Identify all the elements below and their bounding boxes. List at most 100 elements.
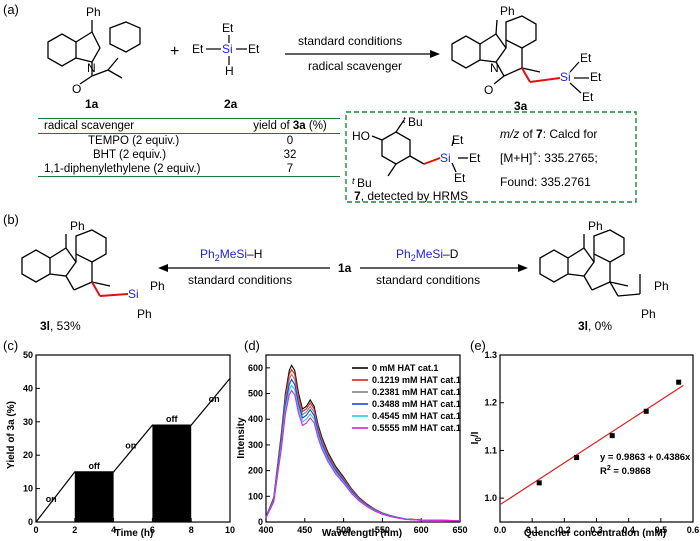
- chart-d-marks: [265, 364, 461, 522]
- chart-c-off-bar: [152, 425, 192, 522]
- panel-a: (a) Ph N O 1a + Et Et Si Et H 2a standar…: [0, 0, 700, 210]
- header-left: radical scavenger: [38, 118, 240, 134]
- panel-a-label: (a): [3, 2, 19, 17]
- chart-c-marks: off off on on on: [35, 377, 231, 523]
- chart-d-label: (d): [244, 338, 260, 353]
- chart-e-frame: [499, 354, 694, 523]
- compound-2a-et-top: Et: [222, 21, 234, 35]
- chart-e-marks: [499, 379, 684, 506]
- compound-7-et-1: Et: [452, 133, 464, 147]
- compound-1a-o: O: [72, 82, 81, 96]
- chart-e-x-tick-label: 0.5: [655, 525, 668, 535]
- right-arrow-head: [518, 264, 528, 272]
- compound-3a-et-1: Et: [580, 51, 592, 65]
- compound-1a-label: 1a: [85, 97, 99, 111]
- hrms-box: [345, 111, 637, 203]
- right-product-ph-1: Ph: [654, 279, 669, 293]
- panel-b-label: (b): [3, 212, 19, 227]
- compound-7-red-bond: [423, 157, 441, 165]
- chart-c-ylabel: Yield of 3a (%): [6, 401, 17, 469]
- chart-e-fit-line: [499, 384, 684, 506]
- chart-e-axes: 0.0 0.1 0.2 0.3 0.4 0.5 0.6 1.0 1.1 1.2 1.3: [484, 350, 699, 535]
- chart-e-x-tick-label: 0.3: [590, 525, 603, 535]
- chart-c-off-label: off: [88, 461, 100, 471]
- right-product-caption: 3l, 0%: [578, 319, 612, 333]
- chart-d-legend-label: 0.3488 mM HAT cat.1: [372, 399, 461, 409]
- plus-sign: +: [170, 43, 179, 60]
- compound-2a-et-right: Et: [248, 42, 260, 56]
- chart-e-point: [536, 480, 542, 486]
- right-product-ph: Ph: [588, 219, 603, 233]
- chart-d-y-tick-label: 500: [248, 389, 263, 399]
- chart-d-xlabel: Wavelength (nm): [322, 528, 402, 539]
- arrow-bottom-text: radical scavenger: [308, 59, 402, 73]
- chart-d-x-tick-label: 550: [375, 525, 390, 535]
- left-product-ph-1: Ph: [150, 279, 165, 293]
- compound-3a-ph: Ph: [500, 4, 515, 18]
- chart-c-x-tick-label: 0: [33, 525, 38, 535]
- compound-7-t-top: t: [403, 115, 406, 125]
- chart-d-legend: 0 mM HAT cat.1 0.1219 mM HAT cat.1 0.2381 …: [352, 363, 461, 433]
- compound-3a-et-3: Et: [582, 90, 594, 104]
- mh-line: [M+H]+: 335.2765;: [500, 149, 598, 165]
- chart-c-x-tick-label: 8: [189, 525, 194, 535]
- table-row: TEMPO (2 equiv.) 0: [88, 135, 294, 147]
- compound-3a-et-2: Et: [590, 70, 602, 84]
- chart-d-y-tick-label: 400: [248, 414, 263, 424]
- chart-e-r2: R2 = 0.9868: [600, 465, 651, 477]
- scavenger-table: radical scavenger yield of 3a (%) TEMPO …: [38, 118, 340, 177]
- compound-7-et-3: Et: [454, 171, 466, 185]
- chart-e-equation: y = 0.9863 + 0.4386x: [600, 452, 691, 463]
- panel-b: (b) Ph Si Ph Ph 3l, 53% Ph2MeSi–H standa…: [0, 210, 700, 335]
- chart-c-on-label: on: [46, 494, 57, 504]
- chart-e-point: [609, 433, 615, 439]
- chart-c-label: (c): [3, 338, 18, 353]
- chart-d-legend-label: 0.5555 mM HAT cat.1: [372, 423, 461, 433]
- chart-d-x-tick-label: 450: [297, 525, 312, 535]
- chart-d-legend-label: 0.4545 mM HAT cat.1: [372, 411, 461, 421]
- chart-d-y-tick-label: 300: [248, 440, 263, 450]
- compound-1a-structure: [47, 20, 141, 85]
- chart-c-on-label: on: [125, 441, 136, 451]
- compound-1a-n: N: [87, 61, 96, 75]
- compound-7-bu-top: Bu: [408, 115, 423, 129]
- left-product-red-bond-2: [99, 293, 129, 297]
- compound-3a-red-bond-2: [529, 77, 561, 83]
- compound-7-ho: HO: [352, 129, 370, 143]
- chart-d-axes: 400 450 500 550 600 650 0 100 200 300 400 500 600: [248, 354, 468, 535]
- chart-c-on-label: on: [209, 394, 220, 404]
- chart-d-series-line: [265, 368, 461, 522]
- chart-d-series-line: [265, 389, 461, 522]
- chart-c-y-tick-label: 40: [23, 383, 33, 393]
- chart-e-ylabel: I0/I: [470, 431, 483, 444]
- left-product-structure: [21, 229, 111, 291]
- table-header: radical scavenger yield of 3a (%): [38, 118, 340, 134]
- compound-3a-structure: [451, 15, 541, 85]
- chart-c-y-tick-label: 10: [23, 484, 33, 494]
- chart-d-x-tick-label: 400: [258, 525, 273, 535]
- compound-3a-n: N: [490, 61, 499, 75]
- chart-c-y-tick-label: 30: [23, 417, 33, 427]
- chart-d-y-tick-label: 0: [258, 517, 263, 527]
- compound-2a-label: 2a: [224, 97, 238, 111]
- chart-e-x-tick-label: 0.6: [687, 525, 700, 535]
- chart-d-x-tick-label: 500: [336, 525, 351, 535]
- compound-2a-h: H: [225, 64, 234, 78]
- chart-e-x-tick-label: 0.4: [622, 525, 635, 535]
- compound-7-bu-bottom: Bu: [357, 176, 372, 190]
- panel-a-scheme: (a) Ph N O 1a + Et Et Si Et H 2a standar…: [3, 2, 637, 203]
- compound-3a-o: O: [484, 83, 493, 97]
- table-row: BHT (2 equiv.) 32: [93, 149, 297, 161]
- chart-d-legend-label: 0.2381 mM HAT cat.1: [372, 387, 461, 397]
- compound-3a-label: 3a: [514, 99, 528, 113]
- header-right: yield of 3a (%): [240, 118, 340, 134]
- chart-c-y-tick-label: 50: [23, 350, 33, 360]
- right-product-ph-2: Ph: [641, 307, 656, 321]
- right-conditions: standard conditions: [376, 273, 480, 287]
- chart-c-y-tick-label: 20: [23, 450, 33, 460]
- compound-2a-et-left: Et: [192, 42, 204, 56]
- chart-e-y-tick-label: 1.2: [484, 398, 497, 408]
- left-product-si: Si: [128, 287, 139, 301]
- chart-e-y-tick-label: 1.1: [484, 445, 497, 455]
- compound-2a-si: Si: [222, 42, 233, 56]
